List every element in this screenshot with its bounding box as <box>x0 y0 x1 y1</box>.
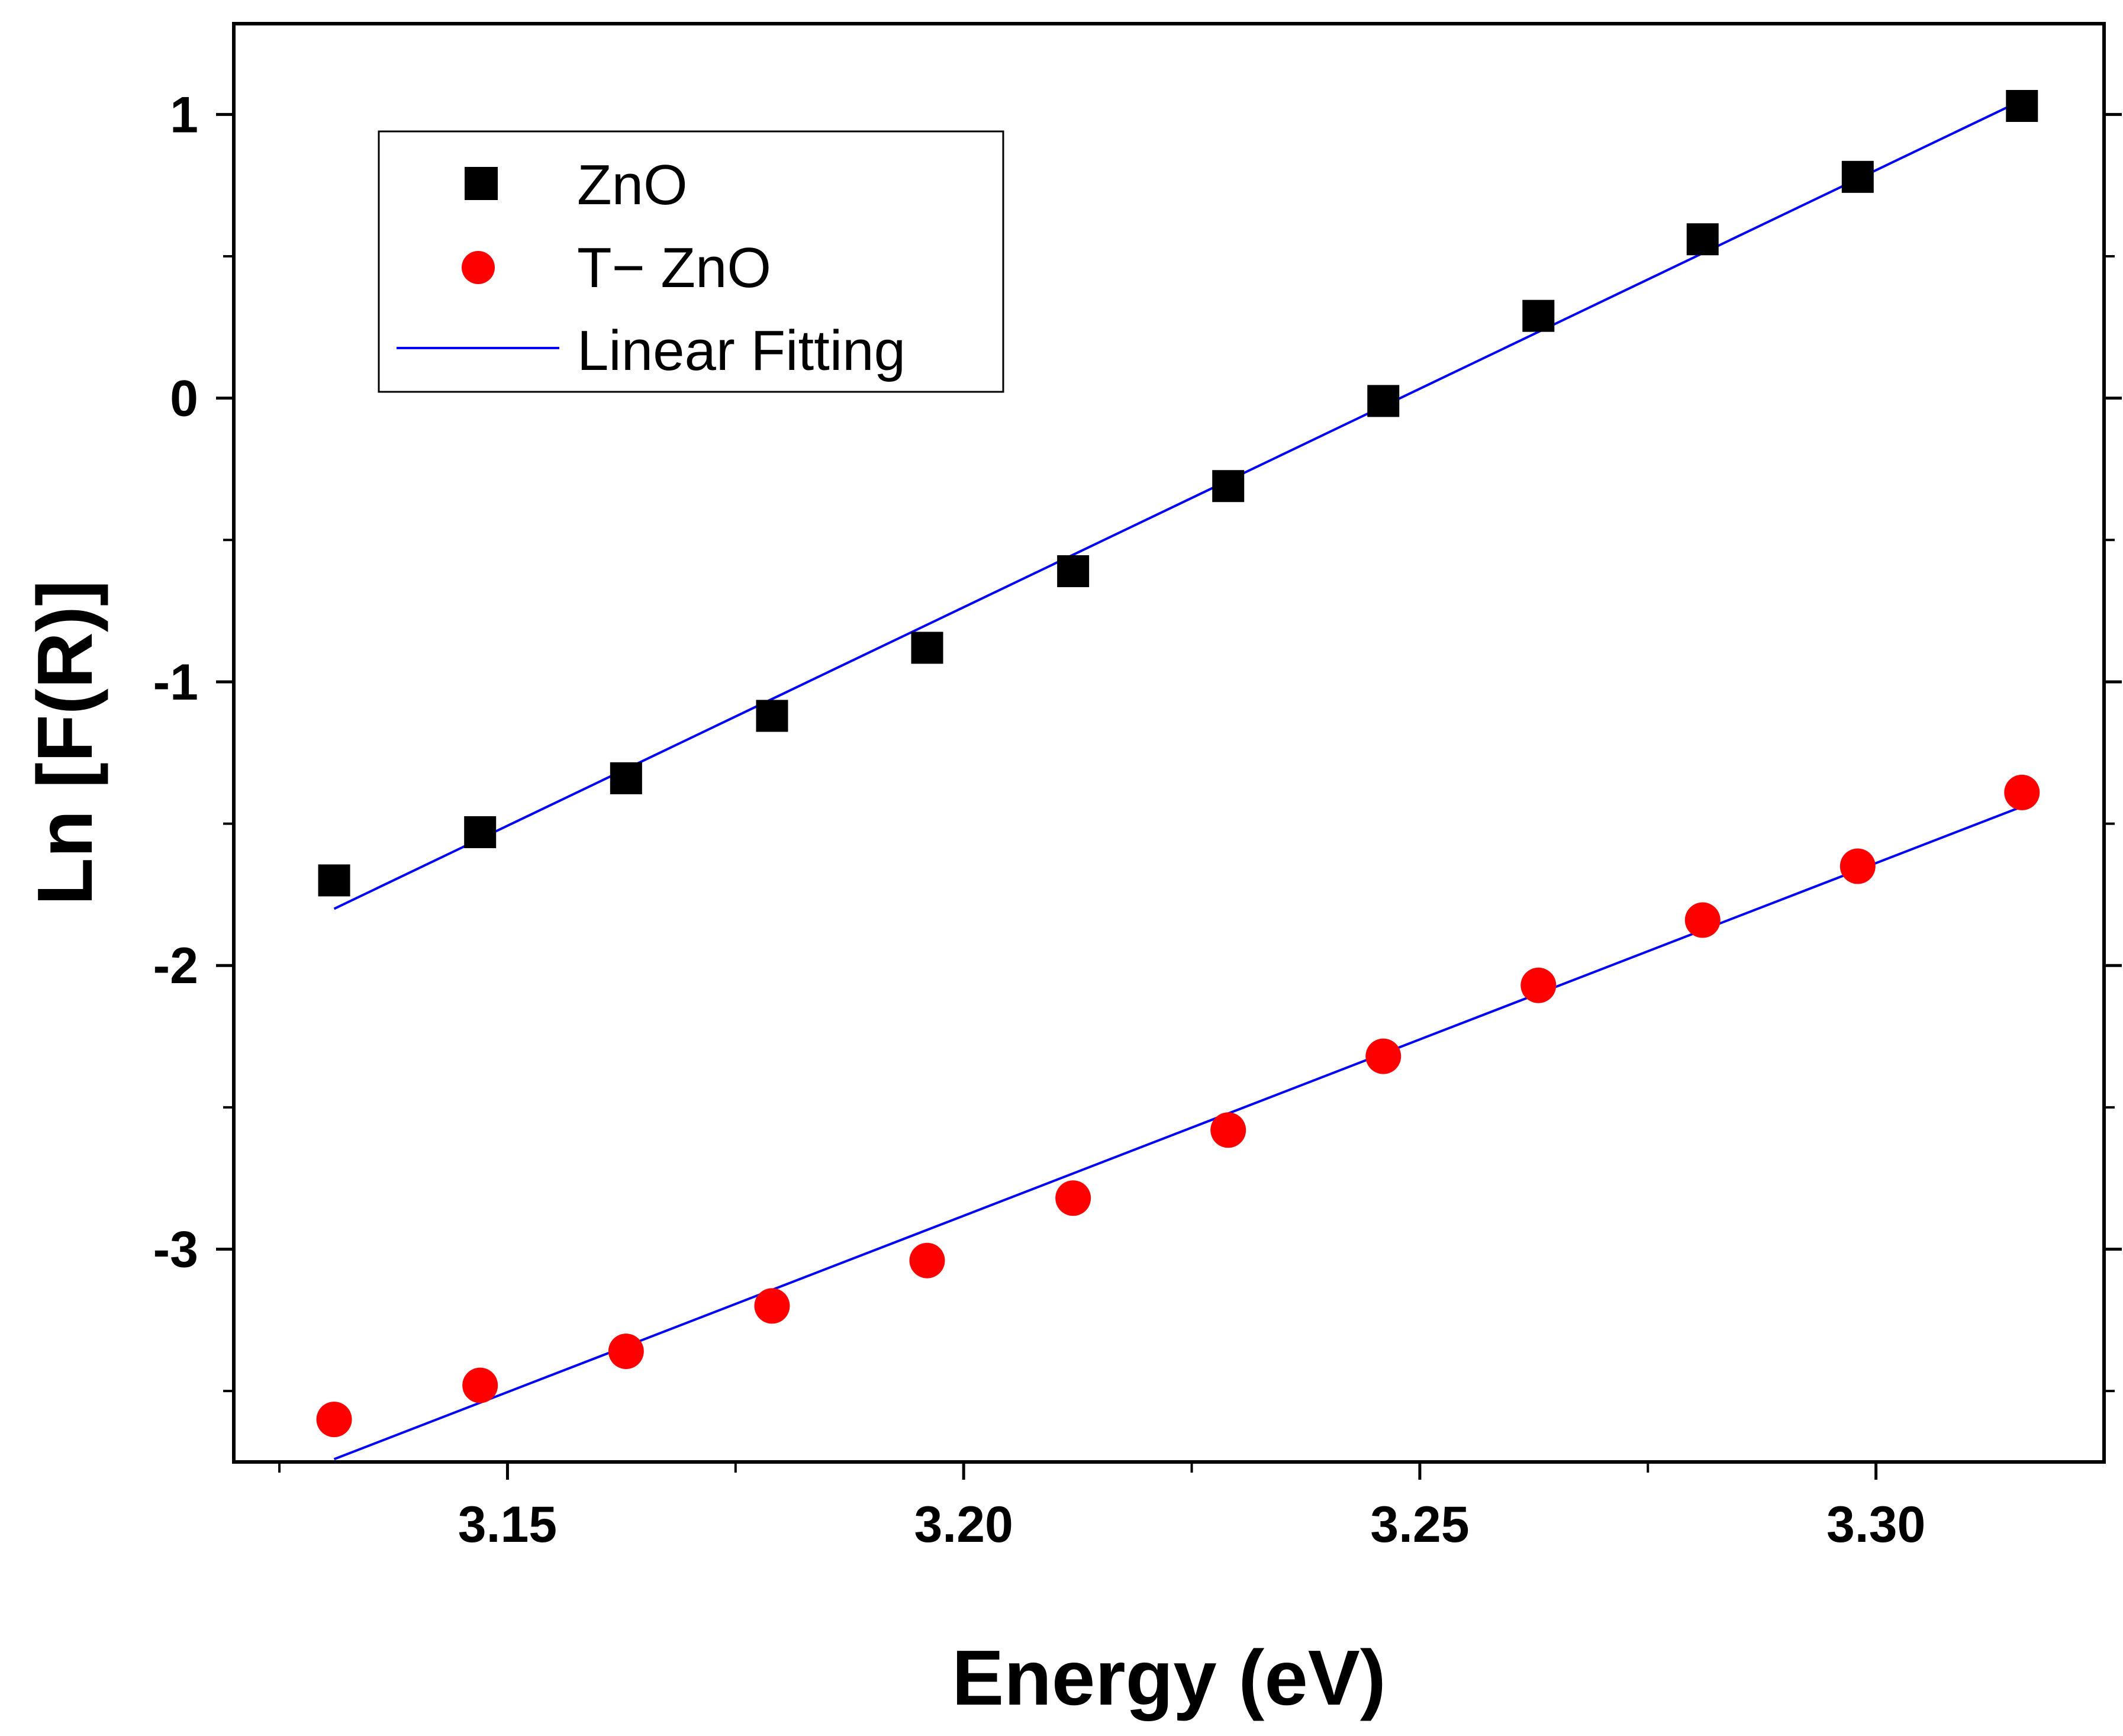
point-tzno <box>1520 967 1557 1003</box>
x-tick-label: 3.15 <box>458 1496 557 1553</box>
y-tick-label: -3 <box>153 1222 198 1278</box>
point-zno <box>610 762 642 794</box>
y-axis-title: Ln [F(R)] <box>21 580 108 906</box>
point-zno <box>1367 385 1400 417</box>
data-points <box>316 89 2040 1438</box>
y-tick-label: -2 <box>153 938 198 994</box>
y-tick-label: -1 <box>153 654 198 711</box>
legend-tzno-label: T− ZnO <box>577 236 771 299</box>
legend-zno-label: ZnO <box>577 153 688 217</box>
x-axis-title: Energy (eV) <box>952 1634 1386 1721</box>
y-tick-label: 0 <box>170 371 198 427</box>
point-tzno <box>1210 1112 1246 1148</box>
point-tzno <box>909 1242 945 1278</box>
fit-line-1 <box>333 805 2022 1461</box>
point-zno <box>464 816 497 848</box>
x-tick-label: 3.20 <box>914 1496 1013 1553</box>
point-zno <box>318 864 350 897</box>
point-zno <box>2006 89 2038 122</box>
point-zno <box>756 700 788 732</box>
point-tzno <box>1365 1038 1402 1074</box>
point-tzno <box>1684 902 1721 938</box>
point-tzno <box>2004 774 2040 810</box>
legend-tzno-marker <box>462 251 495 284</box>
point-zno <box>1686 223 1719 256</box>
legend-fit-label: Linear Fitting <box>577 319 906 382</box>
point-zno <box>1522 299 1555 332</box>
plot-frame <box>232 22 2106 1464</box>
point-tzno <box>316 1402 352 1438</box>
point-tzno <box>754 1288 790 1324</box>
x-tick-label: 3.25 <box>1370 1496 1469 1553</box>
point-tzno <box>1055 1180 1091 1216</box>
point-tzno <box>462 1367 498 1403</box>
axis-ticks: 3.15 3.20 3.25 3.30 1 0 -1 -2 -3 <box>153 86 2122 1553</box>
legend: ZnO T− ZnO Linear Fitting <box>378 130 1004 393</box>
x-tick-label: 3.30 <box>1826 1496 1925 1553</box>
point-zno <box>1212 470 1245 503</box>
point-tzno <box>1839 848 1876 884</box>
point-tzno <box>608 1334 644 1370</box>
point-zno <box>1057 555 1090 588</box>
point-zno <box>911 632 943 664</box>
legend-zno-marker <box>465 167 498 200</box>
point-zno <box>1841 160 1874 193</box>
y-tick-label: 1 <box>170 86 198 143</box>
